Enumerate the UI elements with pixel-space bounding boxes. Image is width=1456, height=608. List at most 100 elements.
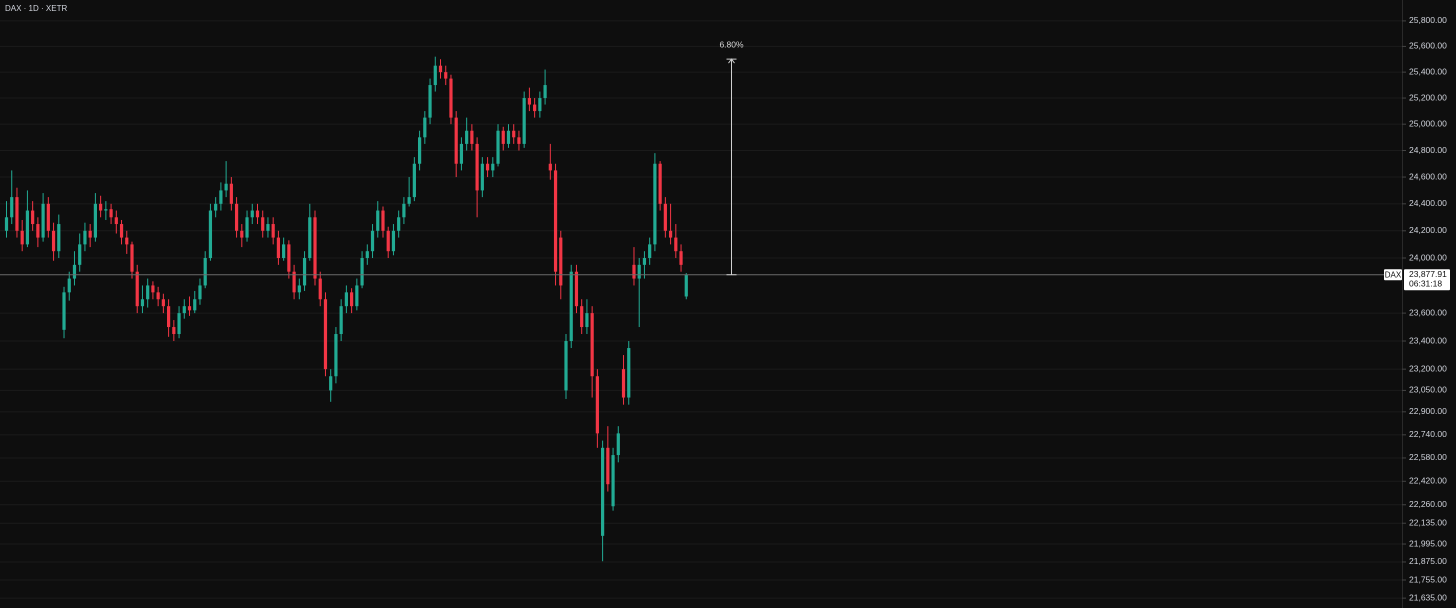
measure-arrow — [728, 58, 735, 64]
candle-body — [684, 274, 688, 297]
grid — [0, 20, 1402, 599]
candle-body — [585, 313, 589, 328]
candle-body — [214, 203, 218, 211]
candle-body — [245, 217, 249, 238]
candle-body — [297, 285, 301, 293]
candle-body — [318, 278, 322, 300]
candle-body — [459, 143, 464, 164]
candle-body — [658, 163, 662, 204]
y-tick-label: 24,400.00 — [1409, 198, 1447, 208]
candle-body — [412, 163, 416, 198]
candle-body — [119, 224, 124, 238]
candle-body — [292, 271, 296, 293]
candle-body — [4, 217, 9, 231]
candle-body — [114, 217, 118, 225]
candle-body — [632, 264, 636, 279]
candle-body — [538, 98, 542, 112]
candle-body — [381, 210, 385, 231]
candle-body — [140, 299, 145, 307]
candle-body — [193, 299, 197, 311]
candle-body — [574, 271, 579, 307]
candle-body — [182, 306, 186, 314]
candle-body — [229, 183, 233, 204]
candle-body — [20, 230, 24, 245]
candle-body — [166, 306, 171, 328]
candle-body — [130, 244, 134, 272]
y-tick-label: 22,420.00 — [1409, 476, 1447, 486]
countdown-label: 06:31:18 — [1409, 278, 1442, 288]
candle-body — [172, 327, 176, 335]
candle-body — [674, 237, 678, 252]
candle-body — [522, 98, 526, 144]
candle-body — [334, 334, 338, 377]
y-tick-label: 22,580.00 — [1409, 452, 1447, 462]
candle-body — [616, 433, 620, 456]
y-tick-label: 25,400.00 — [1409, 66, 1447, 76]
candle-body — [621, 369, 626, 398]
symbol-label: DAX — [1385, 270, 1402, 279]
candle-body — [417, 137, 422, 164]
candle-body — [282, 244, 286, 259]
candle-body — [590, 313, 594, 377]
y-tick-label: 24,000.00 — [1409, 252, 1447, 262]
candle-body — [637, 264, 641, 279]
candle-body — [533, 104, 537, 112]
candle-body — [648, 244, 652, 259]
candle-body — [470, 130, 474, 144]
y-tick-label: 25,600.00 — [1409, 41, 1447, 51]
candle-body — [240, 230, 244, 238]
candle-body — [611, 455, 615, 507]
candle-body — [465, 130, 469, 144]
candle-body — [15, 197, 19, 231]
candle-body — [501, 130, 505, 144]
y-tick-label: 22,260.00 — [1409, 499, 1447, 509]
y-tick-label: 22,135.00 — [1409, 517, 1447, 527]
last-price-label: 23,877.91 — [1409, 269, 1447, 279]
candle-body — [161, 299, 165, 307]
candle-body — [104, 209, 108, 211]
candle-body — [51, 230, 56, 252]
candle-body — [663, 203, 667, 231]
candle-body — [559, 237, 563, 286]
candle-body — [438, 65, 443, 73]
candle-body — [480, 163, 484, 191]
symbol-box — [1384, 269, 1402, 281]
candle-body — [88, 230, 92, 238]
y-tick-label: 23,600.00 — [1409, 307, 1447, 317]
candle-body — [276, 237, 281, 259]
candle-body — [302, 258, 307, 286]
candle-body — [250, 210, 254, 218]
candle-body — [177, 313, 181, 335]
candle-body — [203, 258, 207, 286]
candle-body — [198, 285, 202, 300]
candle-body — [517, 137, 521, 144]
candle-body — [580, 306, 584, 328]
candle-body — [31, 210, 35, 225]
candle-body — [668, 230, 673, 238]
candle-body — [376, 210, 380, 231]
candle-body — [402, 203, 406, 218]
candle-body — [46, 203, 50, 231]
candle-body — [642, 258, 647, 265]
candle-body — [428, 85, 432, 118]
candle-body — [10, 197, 14, 218]
candle-body — [72, 264, 77, 279]
candle-body — [287, 244, 291, 272]
candle-body — [156, 292, 160, 300]
candle-body — [653, 163, 657, 245]
y-tick-label: 21,875.00 — [1409, 556, 1447, 566]
candle-body — [543, 85, 547, 99]
candle-body — [397, 217, 401, 231]
candle-body — [601, 447, 605, 536]
y-tick-label: 21,755.00 — [1409, 574, 1447, 584]
candle-body — [360, 258, 364, 286]
y-tick-label: 23,200.00 — [1409, 363, 1447, 373]
candle-body — [506, 130, 511, 144]
candle-body — [62, 292, 66, 330]
measure-label: 6.80% — [719, 39, 744, 49]
candle-body — [67, 278, 71, 293]
candle-body — [125, 237, 129, 245]
candle-body — [444, 72, 448, 79]
candle-body — [25, 210, 30, 245]
